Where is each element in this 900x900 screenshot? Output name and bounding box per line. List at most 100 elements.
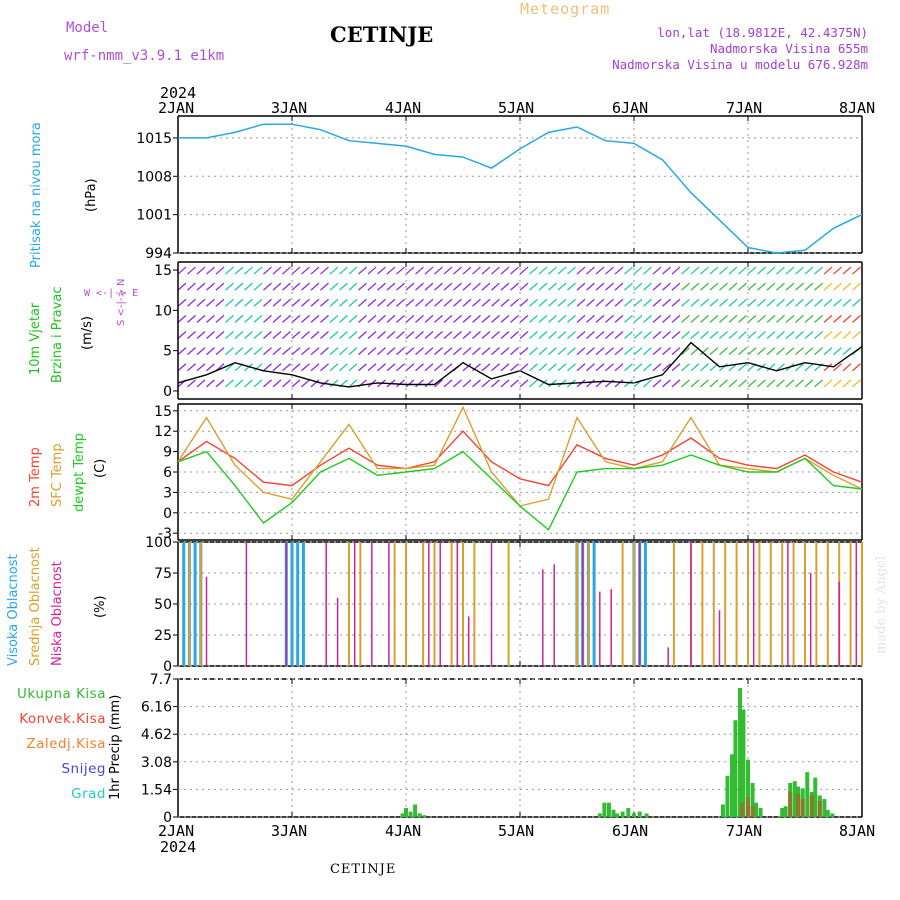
wind-barb [795, 379, 804, 388]
wind-barb [301, 379, 310, 388]
precip-total-bar [825, 809, 830, 817]
wind-barb [234, 282, 244, 291]
wind-barb [225, 347, 234, 356]
wind-barb [643, 379, 652, 388]
wind-barb [671, 314, 681, 323]
wind-barb [700, 314, 709, 323]
precip-total-bar [400, 813, 405, 817]
wind-barb [652, 331, 662, 340]
wind-barb [842, 363, 852, 372]
wind-barb [348, 379, 358, 388]
precip-total-bar [620, 811, 625, 817]
wind-barb [548, 314, 557, 323]
wind-barb [681, 363, 690, 372]
wind-barb [728, 347, 738, 356]
wind-barb [500, 298, 510, 307]
wind-barb [747, 379, 757, 388]
precip-total-bar [422, 815, 427, 817]
wind-barb [804, 314, 814, 323]
wind-barb [500, 331, 510, 340]
wind-barb [605, 314, 614, 323]
wind-barb [453, 347, 462, 356]
wind-barb [510, 298, 519, 307]
wind-barb [586, 266, 595, 275]
wind-barb [253, 347, 263, 356]
wind-barb [814, 266, 823, 275]
wind-barb [348, 331, 358, 340]
wind-barb [443, 363, 453, 372]
precip-strat-bar [788, 791, 793, 817]
wind-barb [662, 314, 671, 323]
wind-barb [776, 314, 785, 323]
wind-barb [396, 314, 405, 323]
elevation-model-label: Nadmorska Visina u modelu 676.928m [612, 57, 868, 72]
wind-barb [434, 331, 443, 340]
wind-barb [538, 282, 548, 291]
wind-barb [852, 331, 861, 340]
wind-barb [795, 331, 804, 340]
wind-barb [586, 347, 595, 356]
wind-barb [405, 314, 415, 323]
wind-barb [434, 347, 443, 356]
wind-barb [177, 331, 187, 340]
wind-barb [605, 331, 614, 340]
precip-strat-bar [809, 795, 814, 817]
wind-barb [567, 347, 576, 356]
wind-barb [272, 379, 282, 388]
wind-barb [453, 298, 462, 307]
precip-total-bar [783, 806, 788, 817]
wind-barb [405, 379, 415, 388]
wind-barb [310, 331, 320, 340]
wind-barb [519, 314, 529, 323]
wind-ytick-label: 0 [163, 384, 172, 400]
bottom-tick-7jan: 7JAN [726, 822, 763, 840]
precip-total-bar [720, 804, 725, 817]
wind-barb [690, 331, 700, 340]
precip-total-bar [830, 813, 835, 817]
wind-barb [842, 266, 852, 275]
wind-barb [576, 363, 586, 372]
wind-barb [652, 379, 662, 388]
wind-barb [358, 266, 367, 275]
wind-barb [852, 282, 861, 291]
wind-barb [567, 298, 576, 307]
wind-barb [538, 363, 548, 372]
wind-barb [785, 266, 795, 275]
wind-barb [301, 331, 310, 340]
wind-barb [424, 347, 434, 356]
wind-barb [738, 347, 747, 356]
wind-barb [766, 266, 776, 275]
wind-barb [823, 314, 833, 323]
wind-barb [823, 282, 833, 291]
wind-barb [614, 314, 624, 323]
wind-barb [576, 331, 586, 340]
precip-total-bar [780, 808, 785, 817]
wind-barb [396, 347, 405, 356]
wind-barb [595, 314, 605, 323]
wind-barb [757, 298, 766, 307]
precip-total-bar [733, 720, 738, 817]
wind-barb [263, 298, 272, 307]
wind-barb [776, 298, 785, 307]
wind-barb [177, 266, 187, 275]
wind-barb [177, 314, 187, 323]
wind-barb [510, 282, 519, 291]
wind-barb [253, 266, 263, 275]
temp-ytick-label: 0 [163, 506, 172, 522]
wind-barb [206, 282, 215, 291]
wind-barb [206, 266, 215, 275]
wind-barb [215, 282, 225, 291]
wind-barb [291, 282, 301, 291]
wind-barb [633, 298, 643, 307]
precip-ytick-label: 6.16 [141, 700, 172, 716]
wind-barb [244, 331, 253, 340]
bottom-tick-2jan: 2JAN [158, 822, 195, 840]
wind-barb [244, 347, 253, 356]
wind-barb [690, 363, 700, 372]
wind-barb [538, 298, 548, 307]
wind-barb [263, 379, 272, 388]
wind-barb [738, 379, 747, 388]
wind-barb [586, 379, 595, 388]
wind-barb [776, 266, 785, 275]
wind-barb [253, 282, 263, 291]
